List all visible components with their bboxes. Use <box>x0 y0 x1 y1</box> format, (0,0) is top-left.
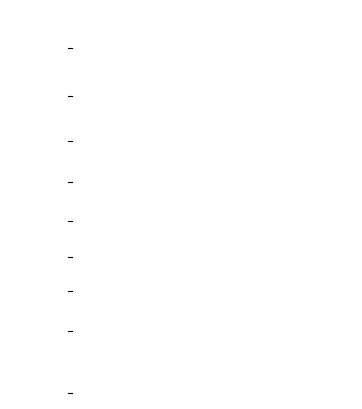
Ellipse shape <box>87 179 98 184</box>
Text: K562: K562 <box>92 13 124 44</box>
Text: 130-: 130- <box>40 90 67 103</box>
Ellipse shape <box>125 177 139 183</box>
Ellipse shape <box>82 178 103 188</box>
Bar <box>72 49 253 393</box>
Text: 26-: 26- <box>47 324 67 337</box>
Text: 43-: 43- <box>48 251 67 264</box>
Ellipse shape <box>158 175 186 188</box>
Ellipse shape <box>122 328 142 333</box>
Ellipse shape <box>200 177 223 187</box>
Text: Phospho-Raf1 (Ser259): Phospho-Raf1 (Ser259) <box>266 174 362 184</box>
Text: Hela: Hela <box>212 15 241 44</box>
Ellipse shape <box>163 328 181 333</box>
Text: 180-: 180- <box>40 43 67 56</box>
Ellipse shape <box>119 175 145 187</box>
Ellipse shape <box>205 178 218 183</box>
Text: 17-: 17- <box>47 386 67 399</box>
Ellipse shape <box>164 178 180 183</box>
Text: C6: C6 <box>132 23 153 44</box>
Text: 95-: 95- <box>48 136 67 148</box>
Text: 3T3: 3T3 <box>172 18 198 44</box>
Text: 72-: 72- <box>47 176 67 189</box>
Text: 55-: 55- <box>48 215 67 228</box>
Text: 34-: 34- <box>48 285 67 298</box>
